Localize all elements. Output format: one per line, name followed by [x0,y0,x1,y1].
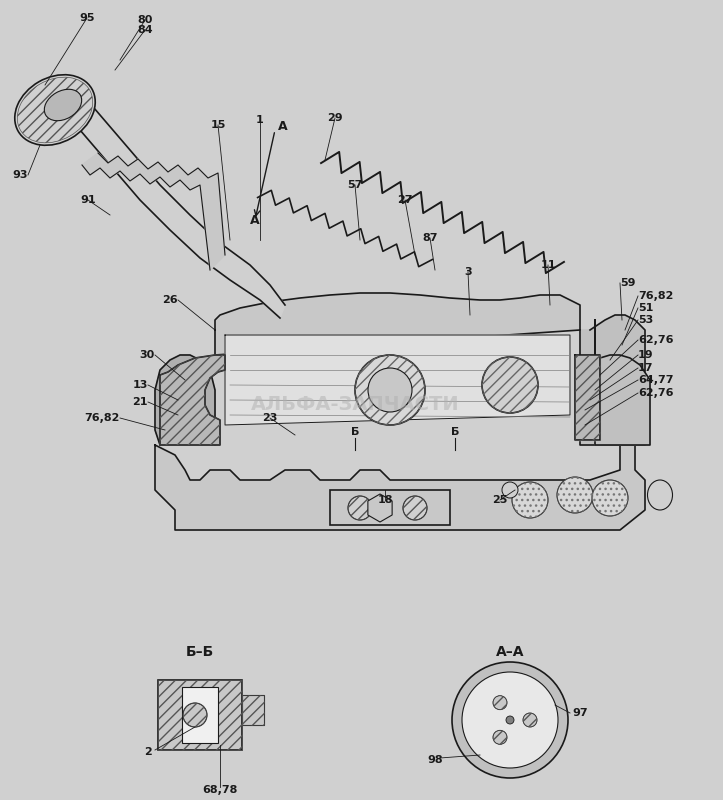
Text: 21: 21 [132,397,148,407]
Polygon shape [155,445,645,530]
Text: 3: 3 [464,267,472,277]
Text: 15: 15 [210,120,226,130]
Circle shape [368,368,412,412]
Text: 76,82: 76,82 [85,413,120,423]
Bar [182,687,218,743]
Text: 68,78: 68,78 [202,785,238,795]
Circle shape [355,355,425,425]
Text: 64,77: 64,77 [638,375,674,385]
Text: 53: 53 [638,315,654,325]
Text: 87: 87 [422,233,437,243]
Text: 62,76: 62,76 [638,335,674,345]
Text: 1: 1 [256,115,264,125]
Text: 62,76: 62,76 [638,388,674,398]
Text: 98: 98 [427,755,442,765]
Text: 84: 84 [137,25,153,35]
Circle shape [403,496,427,520]
Circle shape [502,482,518,498]
Text: 18: 18 [377,495,393,505]
Text: 51: 51 [638,303,654,313]
Polygon shape [160,355,225,445]
Text: АЛЬФА-ЗАПЧАСТИ: АЛЬФА-ЗАПЧАСТИ [251,395,459,414]
Circle shape [557,477,593,513]
Ellipse shape [14,74,95,146]
Circle shape [482,357,538,413]
Text: 2: 2 [144,747,152,757]
Text: 97: 97 [572,708,588,718]
Text: 13: 13 [132,380,148,390]
Circle shape [523,713,537,727]
Circle shape [512,482,548,518]
Text: 57: 57 [347,180,363,190]
Polygon shape [580,315,645,445]
Text: 95: 95 [80,13,95,23]
Text: 30: 30 [140,350,155,360]
Text: 80: 80 [137,15,153,25]
Bar [158,680,242,750]
Text: Б–Б: Б–Б [186,645,214,659]
Polygon shape [82,153,225,270]
Ellipse shape [648,480,672,510]
Text: 29: 29 [328,113,343,123]
Bar [242,695,264,725]
Circle shape [493,696,507,710]
Text: А–А: А–А [496,645,524,659]
Bar [242,695,264,725]
Bar [330,490,450,525]
Text: Б: Б [351,427,359,437]
Circle shape [462,672,558,768]
Polygon shape [50,80,285,318]
Text: 27: 27 [397,195,413,205]
Circle shape [493,730,507,744]
Polygon shape [215,293,580,355]
Text: Б: Б [451,427,459,437]
Text: А: А [250,214,260,226]
Text: 76,82: 76,82 [638,291,673,301]
Text: 93: 93 [12,170,28,180]
Circle shape [592,480,628,516]
Circle shape [348,496,372,520]
Text: А: А [278,119,288,133]
Circle shape [183,703,207,727]
Ellipse shape [44,90,82,121]
Text: 26: 26 [163,295,178,305]
Polygon shape [225,335,570,425]
Polygon shape [155,355,215,445]
Polygon shape [575,355,600,440]
Text: 11: 11 [540,260,556,270]
Text: 23: 23 [262,413,278,423]
Text: 19: 19 [638,350,654,360]
Text: 91: 91 [80,195,96,205]
Polygon shape [368,494,392,522]
Text: 59: 59 [620,278,636,288]
Circle shape [452,662,568,778]
Polygon shape [595,320,650,445]
Bar [158,680,242,750]
Text: 25: 25 [492,495,508,505]
Circle shape [506,716,514,724]
Text: 17: 17 [638,363,654,373]
